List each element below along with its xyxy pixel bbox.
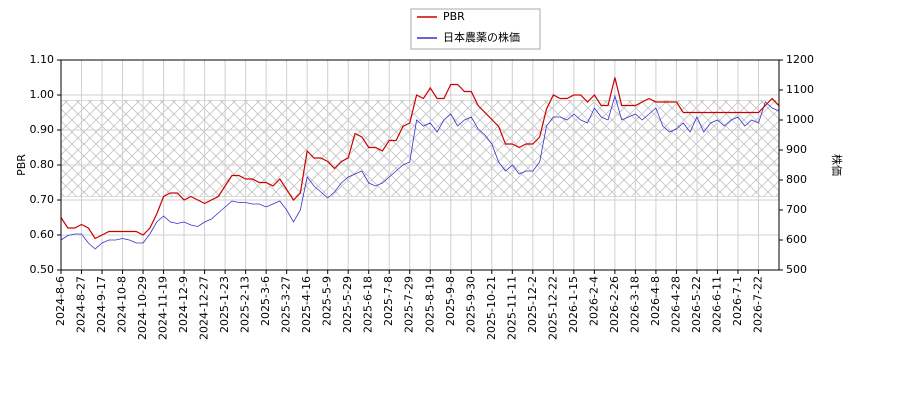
shaded-band (60, 100, 780, 197)
x-tick-label: 2026-5-22 (690, 276, 703, 333)
x-tick-label: 2025-10-21 (485, 276, 498, 340)
legend: PBR 日本農薬の株価 (410, 8, 541, 50)
y2-tick-label: 700 (786, 203, 807, 216)
x-tick-label: 2026-2-4 (587, 276, 600, 326)
series-line (60, 94, 780, 250)
y-tick-label: 0.80 (30, 158, 55, 171)
x-tick-label: 2026-6-11 (710, 276, 723, 333)
x-tick-label: 2026-4-8 (649, 276, 662, 326)
x-tick-label: 2026-1-15 (567, 276, 580, 333)
y2-tick-label: 1200 (786, 53, 814, 66)
y-tick-label: 0.90 (30, 123, 55, 136)
x-tick-label: 2025-5-29 (341, 276, 354, 333)
y2-tick-label: 1100 (786, 83, 814, 96)
y2-tick-label: 1000 (786, 113, 814, 126)
legend-box (410, 8, 541, 50)
x-tick-label: 2024-8-6 (54, 276, 67, 326)
x-tick-label: 2025-6-18 (362, 276, 375, 333)
x-tick-label: 2026-7-22 (751, 276, 764, 333)
legend-label: PBR (443, 10, 465, 23)
y2-tick-label: 600 (786, 233, 807, 246)
x-tick-label: 2025-7-29 (403, 276, 416, 333)
series-line (60, 77, 780, 240)
x-tick-label: 2025-12-22 (546, 276, 559, 340)
y-tick-label: 1.00 (30, 88, 55, 101)
legend-label: 日本農薬の株価 (443, 30, 520, 44)
x-tick-label: 2026-4-28 (669, 276, 682, 333)
x-tick-label: 2025-12-2 (526, 276, 539, 333)
x-tick-label: 2024-10-8 (116, 276, 129, 333)
x-tick-label: 2024-10-29 (136, 276, 149, 340)
x-tick-label: 2025-2-13 (239, 276, 252, 333)
y2-tick-label: 500 (786, 263, 807, 276)
x-tick-label: 2024-9-17 (95, 276, 108, 333)
y2-tick-label: 800 (786, 173, 807, 186)
x-tick-label: 2026-7-1 (731, 276, 744, 326)
x-tick-label: 2024-12-9 (177, 276, 190, 333)
y-tick-label: 0.50 (30, 263, 55, 276)
x-tick-label: 2025-9-8 (444, 276, 457, 326)
x-tick-label: 2024-11-19 (157, 276, 170, 340)
y-tick-label: 0.70 (30, 193, 55, 206)
y2-tick-label: 900 (786, 143, 807, 156)
y-tick-label: 1.10 (30, 53, 55, 66)
x-tick-label: 2025-11-11 (505, 276, 518, 340)
x-tick-label: 2026-3-18 (628, 276, 641, 333)
y-axis-label: PBR (15, 154, 28, 176)
plot-border (60, 59, 780, 271)
x-tick-label: 2025-7-8 (382, 276, 395, 326)
x-tick-label: 2025-4-16 (300, 276, 313, 333)
y-tick-label: 0.60 (30, 228, 55, 241)
x-tick-label: 2025-1-23 (218, 276, 231, 333)
x-tick-label: 2025-5-9 (321, 276, 334, 326)
x-tick-label: 2025-3-6 (259, 276, 272, 326)
x-tick-label: 2025-3-27 (280, 276, 293, 333)
x-tick-label: 2025-8-19 (423, 276, 436, 333)
x-tick-label: 2024-12-27 (198, 276, 211, 340)
x-tick-label: 2026-2-26 (608, 276, 621, 333)
x-tick-label: 2025-9-30 (464, 276, 477, 333)
x-tick-label: 2024-8-27 (75, 276, 88, 333)
y2-axis-label: 株価 (830, 154, 844, 176)
